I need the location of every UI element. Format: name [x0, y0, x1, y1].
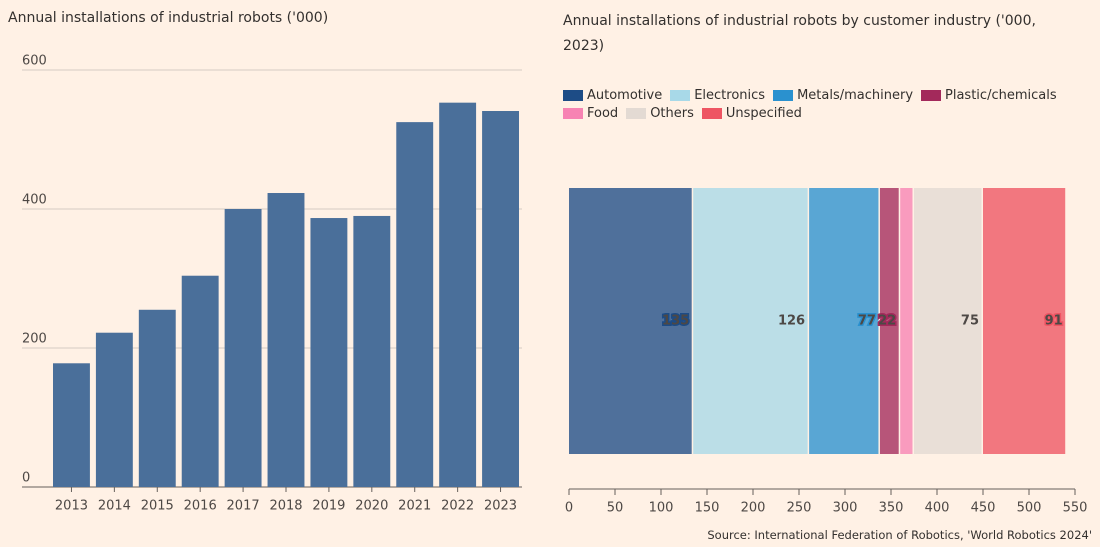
legend-swatch	[701, 107, 722, 119]
x-tick-label: 2019	[312, 499, 345, 514]
y-tick-label: 400	[22, 193, 47, 208]
x-tick-label: 2020	[355, 499, 388, 514]
bar	[138, 309, 176, 487]
legend-swatch	[626, 107, 647, 119]
bar-segment	[900, 188, 913, 454]
x-tick-label: 400	[925, 501, 950, 516]
legend-label: Metals/machinery	[797, 87, 914, 103]
legend-item: Food	[563, 104, 618, 122]
bar-segment	[809, 188, 879, 454]
bar-segment	[914, 188, 982, 454]
legend-swatch	[670, 89, 691, 101]
data-label: 135	[662, 314, 689, 329]
x-tick-label: 0	[565, 501, 573, 516]
legend-swatch	[563, 107, 583, 119]
legend-item: Others	[626, 104, 694, 122]
legend-swatch	[563, 89, 583, 101]
x-tick-label: 2017	[227, 499, 260, 514]
legend-label: Food	[587, 105, 619, 121]
x-tick-label: 500	[1017, 501, 1042, 516]
bar-segment	[879, 188, 899, 454]
x-tick-label: 2023	[484, 499, 517, 514]
legend-label: Electronics	[694, 87, 766, 103]
bar	[224, 209, 262, 487]
source: Source: International Federation of Robo…	[707, 528, 1092, 542]
x-tick-label: 300	[833, 501, 858, 516]
legend-label: Automotive	[587, 87, 663, 103]
x-tick-label: 2016	[184, 499, 217, 514]
bar-segment	[983, 188, 1066, 454]
bar	[95, 332, 133, 487]
legend-item: Electronics	[670, 86, 765, 104]
legend-swatch	[773, 89, 794, 101]
x-tick-label: 2013	[55, 499, 88, 514]
x-tick-label: 100	[649, 501, 674, 516]
x-tick-label: 350	[879, 501, 904, 516]
data-label: 22	[878, 314, 896, 329]
x-tick-label: 200	[741, 501, 766, 516]
bar	[310, 218, 348, 487]
bar-segment	[569, 188, 692, 454]
legend-item: Automotive	[563, 86, 662, 104]
legend-label: Others	[650, 105, 694, 121]
bar	[267, 193, 305, 487]
legend-item: Metals/machinery	[773, 86, 913, 104]
x-tick-label: 2015	[141, 499, 174, 514]
bar	[53, 363, 90, 487]
x-tick-label: 2021	[398, 499, 431, 514]
bar	[482, 111, 519, 487]
legend-label: Unspecified	[725, 105, 802, 121]
x-tick-label: 550	[1063, 501, 1088, 516]
chart-title: Annual installations of industrial robot…	[8, 10, 329, 26]
bar	[439, 102, 477, 487]
data-label: 77	[858, 314, 876, 329]
data-label: 91	[1045, 314, 1063, 329]
legend: Automotive Electronics Metals/machinery Pla…	[563, 86, 1073, 122]
x-tick-label: 2014	[98, 499, 131, 514]
legend-item: Plastic/chemicals	[921, 86, 1057, 104]
x-tick-label: 2022	[441, 499, 474, 514]
data-label: 126	[778, 314, 805, 329]
y-tick-label: 200	[22, 332, 47, 347]
x-tick-label: 450	[971, 501, 996, 516]
x-tick-label: 2018	[269, 499, 302, 514]
bar	[181, 275, 219, 487]
data-label: 75	[961, 314, 979, 329]
x-tick-label: 150	[695, 501, 720, 516]
x-tick-label: 250	[787, 501, 812, 516]
legend-label: Plastic/chemicals	[945, 87, 1057, 103]
bar-segment	[693, 188, 808, 454]
x-tick-label: 50	[607, 501, 624, 516]
chart-title: Annual installations of industrial robot…	[563, 13, 1036, 54]
y-tick-label: 0	[22, 471, 30, 486]
bar	[353, 215, 391, 487]
bar	[396, 122, 434, 487]
legend-item: Unspecified	[701, 104, 802, 122]
legend-swatch	[921, 89, 942, 101]
y-tick-label: 600	[22, 54, 47, 69]
